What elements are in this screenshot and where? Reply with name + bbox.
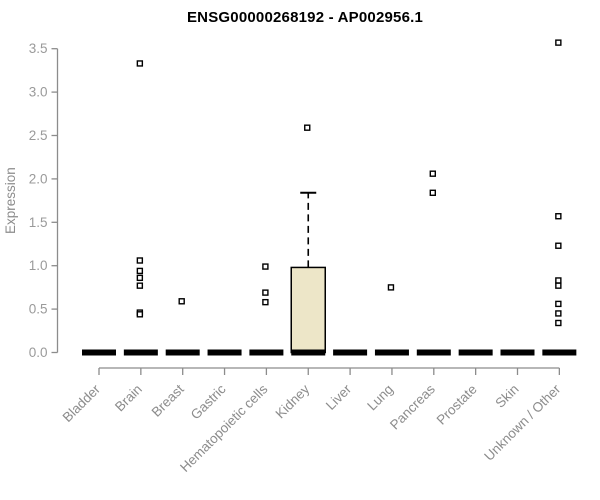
y-axis-title: Expression <box>3 167 18 234</box>
y-tick-label: 3.5 <box>29 41 48 56</box>
x-category-label: Bladder <box>60 381 104 425</box>
outlier-point-pancreas <box>429 189 436 196</box>
x-category-label: Gastric <box>188 381 229 422</box>
outlier-point-unknown-other <box>555 213 562 220</box>
outlier-point-hematopoietic-cells <box>262 263 269 270</box>
x-category-label: Prostate <box>434 382 480 428</box>
y-tick-label: 1.5 <box>29 215 48 230</box>
chart-title: ENSG00000268192 - AP002956.1 <box>186 9 424 26</box>
x-category-label: Brain <box>112 382 145 415</box>
outlier-point-breast <box>178 298 185 305</box>
y-tick-label: 2.5 <box>29 128 48 143</box>
outlier-point-lung <box>387 284 395 291</box>
x-category-label: Kidney <box>273 381 313 421</box>
outlier-point-unknown-other <box>555 310 562 317</box>
outlier-point-unknown-other <box>555 319 562 327</box>
outlier-point-brain <box>136 311 144 318</box>
outlier-point-unknown-other <box>555 277 562 284</box>
outlier-point-brain <box>136 274 144 282</box>
outlier-point-unknown-other <box>555 39 562 46</box>
outlier-point-brain <box>136 267 144 275</box>
outlier-point-unknown-other <box>555 282 562 289</box>
x-category-label: Liver <box>323 381 355 413</box>
x-category-label: Unknown / Other <box>481 381 564 464</box>
outlier-point-unknown-other <box>555 242 562 249</box>
y-tick-label: 0.0 <box>29 345 48 360</box>
outlier-point-brain <box>136 60 144 67</box>
outlier-point-unknown-other <box>555 300 562 308</box>
outlier-point-kidney <box>304 124 311 131</box>
outlier-point-brain <box>136 257 144 264</box>
x-category-label: Lung <box>364 382 396 414</box>
outlier-point-brain <box>136 282 144 289</box>
y-tick-label: 3.0 <box>29 85 48 100</box>
y-tick-label: 1.0 <box>29 258 48 273</box>
y-tick-label: 0.5 <box>29 302 48 317</box>
x-category-label: Pancreas <box>387 381 438 432</box>
x-category-label: Breast <box>149 381 187 419</box>
outlier-point-pancreas <box>429 170 436 177</box>
outlier-point-hematopoietic-cells <box>262 289 269 296</box>
outlier-point-hematopoietic-cells <box>262 298 269 306</box>
x-category-label: Skin <box>492 382 521 411</box>
box-kidney <box>290 266 326 354</box>
y-tick-label: 2.0 <box>29 171 48 186</box>
